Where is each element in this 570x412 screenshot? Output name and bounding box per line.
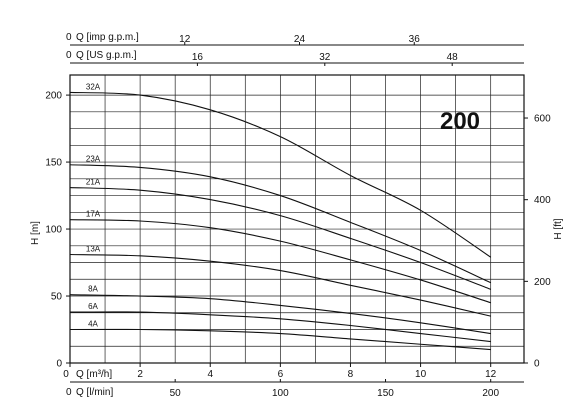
y-tick-label: 50 <box>51 292 63 303</box>
x-tick-label: 6 <box>278 369 284 380</box>
imp-gpm-tick-label: 12 <box>179 34 191 45</box>
lmin-zero: 0 <box>66 387 72 398</box>
x-tick-label: 10 <box>415 369 427 380</box>
y-right-tick-label: 200 <box>534 277 551 288</box>
series-curve-17a <box>69 219 491 304</box>
lmin-tick-label: 50 <box>170 388 182 399</box>
lmin-tick-label: 200 <box>482 388 499 399</box>
us-gpm-zero: 0 <box>66 50 72 61</box>
chart-axes <box>66 42 528 383</box>
series-curve-23a <box>69 164 491 284</box>
series-curve-6a <box>69 311 491 343</box>
y-tick-label: 0 <box>56 359 62 370</box>
series-curve-32a <box>69 91 491 258</box>
y-tick-label: 200 <box>45 91 62 102</box>
plot-frame <box>69 74 525 364</box>
lmin-tick-label: 100 <box>272 388 289 399</box>
us-gpm-axis-title: Q [US g.p.m.] <box>76 50 137 61</box>
model-badge: 200 <box>440 108 480 135</box>
imp-gpm-zero: 0 <box>66 32 72 43</box>
series-curves <box>69 91 491 351</box>
series-label-8a: 8A <box>88 285 98 294</box>
x-axis-title: Q [m³/h] <box>76 369 112 380</box>
series-label-6a: 6A <box>88 302 98 311</box>
y-right-axis-title: H [ft] <box>553 218 564 239</box>
series-label-17a: 17A <box>86 210 101 219</box>
imp-gpm-tick-label: 24 <box>294 34 306 45</box>
series-curve-21a <box>69 186 491 290</box>
series-curve-8a <box>69 294 491 335</box>
imp-gpm-tick-label: 36 <box>409 34 421 45</box>
y-tick-label: 100 <box>45 225 62 236</box>
y-axis-title: H [m] <box>30 221 41 245</box>
series-label-4a: 4A <box>88 320 98 329</box>
lmin-axis-title: Q [l/min] <box>76 387 113 398</box>
y-right-tick-label: 600 <box>534 114 551 125</box>
x-tick-label: 12 <box>485 369 497 380</box>
series-labels: 32A 23A 21A 17A 13A 8A 6A 4A <box>86 82 101 328</box>
series-label-23a: 23A <box>86 155 101 164</box>
series-curve-13a <box>69 253 491 317</box>
y-right-tick-label: 400 <box>534 195 551 206</box>
y-tick-label: 150 <box>45 158 62 169</box>
us-gpm-tick-label: 16 <box>192 52 204 63</box>
imp-gpm-axis-title: Q [imp g.p.m.] <box>76 32 139 43</box>
x-tick-label: 0 <box>63 369 69 380</box>
series-label-21a: 21A <box>86 178 101 187</box>
x-tick-label: 2 <box>137 369 143 380</box>
series-curve-4a <box>69 328 491 351</box>
series-label-13a: 13A <box>86 244 101 253</box>
series-label-32a: 32A <box>86 82 101 91</box>
us-gpm-tick-label: 48 <box>447 52 459 63</box>
x-tick-label: 4 <box>207 369 213 380</box>
us-gpm-tick-label: 32 <box>319 52 331 63</box>
x-tick-label: 8 <box>348 369 354 380</box>
y-right-tick-label: 0 <box>534 359 540 370</box>
lmin-tick-label: 150 <box>377 388 394 399</box>
